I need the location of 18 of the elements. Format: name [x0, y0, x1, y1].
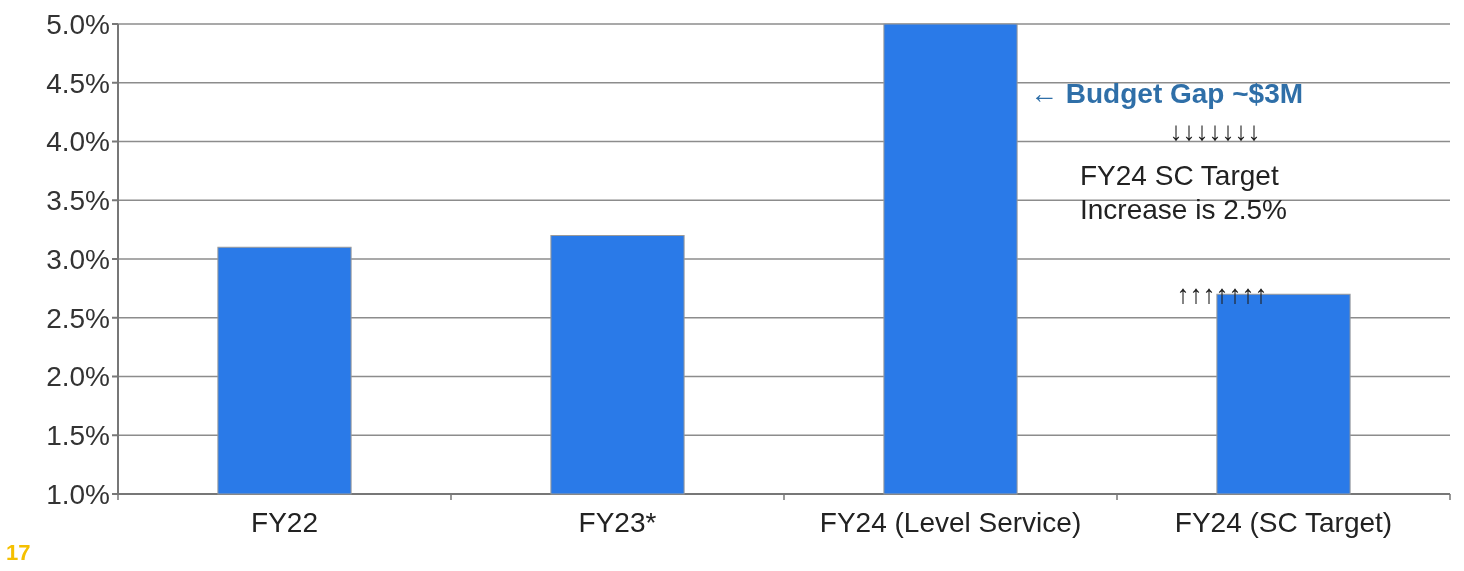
annotation: FY24 SC Target Increase is 2.5%	[1080, 160, 1287, 225]
x-tick-label: FY23*	[578, 507, 657, 538]
x-tick-label: FY24 (SC Target)	[1174, 507, 1393, 538]
annotation: ↓↓↓↓↓↓↓	[1169, 116, 1261, 146]
y-tick-label: 2.5%	[46, 302, 110, 334]
y-tick-label: 1.0%	[46, 478, 110, 510]
annotation: ← Budget Gap ~$3M	[1030, 78, 1304, 109]
y-tick-label: 3.0%	[46, 243, 110, 275]
x-tick-label: FY24 (Level Service)	[819, 507, 1082, 538]
y-tick-label: 5.0%	[46, 8, 110, 40]
y-tick-label: 3.5%	[46, 185, 110, 217]
text: 17	[6, 540, 31, 565]
y-tick-label: 4.0%	[46, 126, 110, 158]
y-tick-label: 4.5%	[46, 67, 110, 99]
y-tick-label: 2.0%	[46, 361, 110, 393]
y-tick-label: 1.5%	[46, 420, 110, 452]
annotation: ↑↑↑↑↑↑↑	[1176, 279, 1268, 309]
x-tick-label: FY22	[251, 507, 318, 538]
